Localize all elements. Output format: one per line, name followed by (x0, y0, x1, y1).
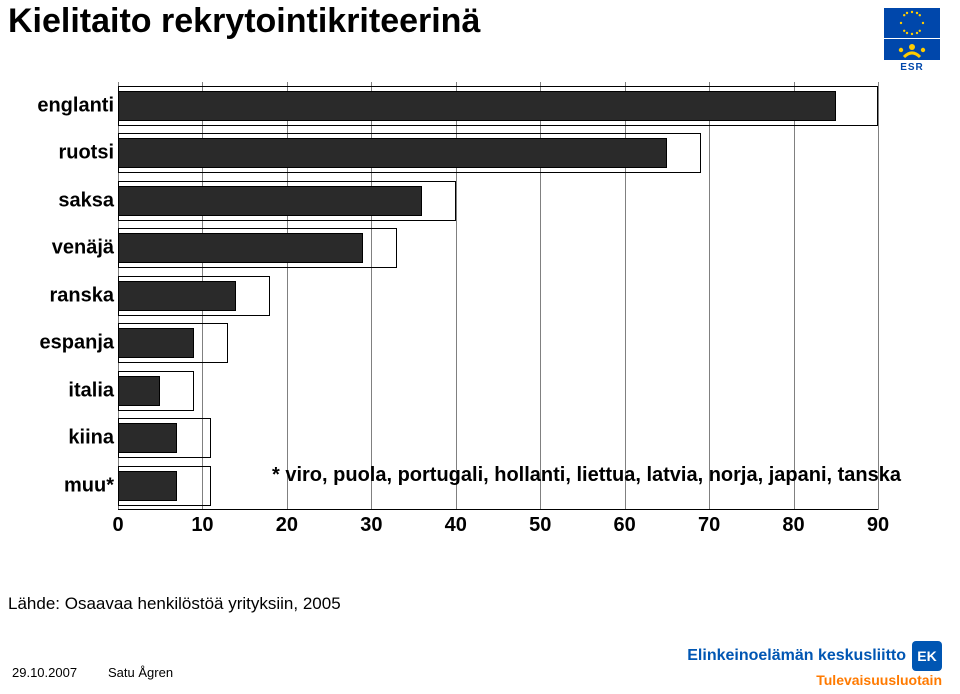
y-label: espanja (40, 332, 114, 355)
eu-flag-icon (884, 8, 940, 38)
y-label: muu* (64, 474, 114, 497)
bar-row: englanti (8, 82, 878, 130)
eu-stars-icon (898, 9, 926, 37)
y-label: ranska (50, 284, 115, 307)
bar-row: ruotsi (8, 130, 878, 178)
bar (118, 91, 836, 121)
ek-branding: Elinkeinoelämän keskusliitto EK Tulevais… (687, 641, 942, 688)
y-label: kiina (68, 427, 114, 450)
bar (118, 376, 160, 406)
annotation-text: * viro, puola, portugali, hollanti, liet… (272, 464, 901, 487)
x-tick-labels: 0102030405060708090 (118, 514, 878, 544)
y-label: saksa (58, 189, 114, 212)
ek-org-name: Elinkeinoelämän keskusliitto (687, 647, 906, 665)
x-tick: 70 (698, 514, 720, 537)
x-tick: 20 (276, 514, 298, 537)
x-tick: 40 (445, 514, 467, 537)
bar (118, 471, 177, 501)
source-text: Lähde: Osaavaa henkilöstöä yrityksiin, 2… (8, 594, 341, 614)
x-tick: 90 (867, 514, 889, 537)
esr-people-icon (884, 38, 940, 60)
x-tick: 80 (782, 514, 804, 537)
x-tick: 0 (112, 514, 123, 537)
bar-row: ranska (8, 272, 878, 320)
bar-row: kiina (8, 415, 878, 463)
x-tick: 10 (191, 514, 213, 537)
gridline (878, 82, 879, 510)
x-tick: 50 (529, 514, 551, 537)
bar (118, 138, 667, 168)
bar-row: saksa (8, 177, 878, 225)
bar-row: italia (8, 367, 878, 415)
bar (118, 328, 194, 358)
bar (118, 186, 422, 216)
ek-sub: Tulevaisuusluotain (687, 672, 942, 688)
footer: 29.10.2007 Satu Ågren Elinkeinoelämän ke… (0, 650, 960, 694)
y-label: englanti (37, 94, 114, 117)
x-tick: 30 (360, 514, 382, 537)
bar-row: venäjä (8, 225, 878, 273)
bar (118, 423, 177, 453)
y-label: venäjä (52, 237, 114, 260)
esr-logo: ESR (884, 8, 940, 60)
footer-author: Satu Ågren (108, 665, 173, 680)
ek-badge-icon: EK (912, 641, 942, 671)
page-title: Kielitaito rekrytointikriteerinä (8, 2, 480, 41)
y-label: italia (68, 379, 114, 402)
slide: Kielitaito rekrytointikriteerinä (0, 0, 960, 694)
esr-label: ESR (884, 62, 940, 73)
bar-rows: englanti ruotsi saksa venäjä ranska espanja it… (8, 82, 878, 510)
bar-row: espanja (8, 320, 878, 368)
bar (118, 281, 236, 311)
x-tick: 60 (614, 514, 636, 537)
bar (118, 233, 363, 263)
y-label: ruotsi (58, 142, 114, 165)
footer-date: 29.10.2007 (12, 665, 77, 680)
